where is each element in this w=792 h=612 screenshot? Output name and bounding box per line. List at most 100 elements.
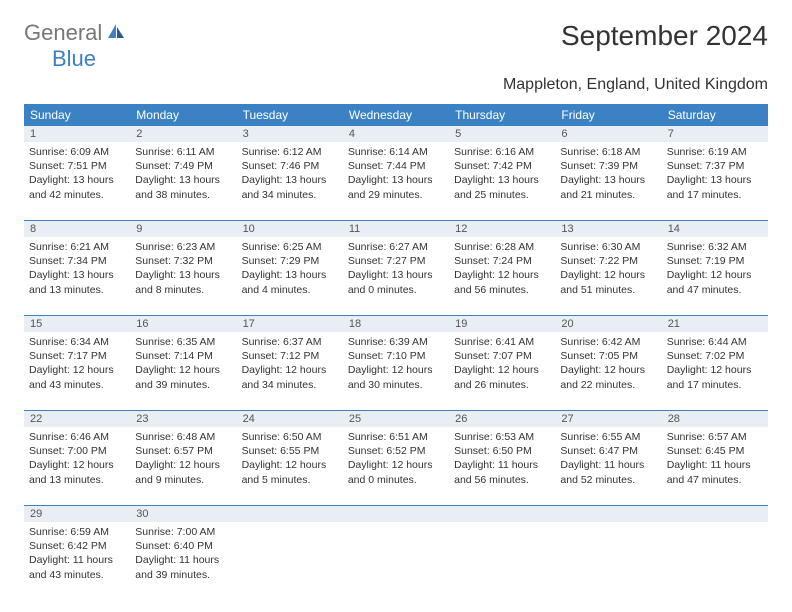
day-content: Sunrise: 6:09 AMSunset: 7:51 PMDaylight:… bbox=[29, 145, 125, 202]
daylight-line: Daylight: 11 hours and 52 minutes. bbox=[560, 458, 656, 486]
day-content: Sunrise: 6:46 AMSunset: 7:00 PMDaylight:… bbox=[29, 430, 125, 487]
daylight-line: Daylight: 12 hours and 5 minutes. bbox=[242, 458, 338, 486]
day-cell bbox=[449, 522, 555, 600]
daylight-line: Daylight: 13 hours and 0 minutes. bbox=[348, 268, 444, 296]
day-cell bbox=[343, 522, 449, 600]
logo-sail-icon bbox=[106, 22, 126, 40]
sunset-line: Sunset: 7:19 PM bbox=[667, 254, 763, 268]
day-content: Sunrise: 6:59 AMSunset: 6:42 PMDaylight:… bbox=[29, 525, 125, 582]
day-cell: Sunrise: 6:28 AMSunset: 7:24 PMDaylight:… bbox=[449, 237, 555, 315]
day-content: Sunrise: 6:44 AMSunset: 7:02 PMDaylight:… bbox=[667, 335, 763, 392]
day-header: Thursday bbox=[449, 104, 555, 126]
daylight-line: Daylight: 12 hours and 22 minutes. bbox=[560, 363, 656, 391]
daylight-line: Daylight: 12 hours and 30 minutes. bbox=[348, 363, 444, 391]
day-content: Sunrise: 6:25 AMSunset: 7:29 PMDaylight:… bbox=[242, 240, 338, 297]
sunrise-line: Sunrise: 6:11 AM bbox=[135, 145, 231, 159]
day-number-row: 1234567 bbox=[24, 126, 768, 142]
day-content: Sunrise: 6:28 AMSunset: 7:24 PMDaylight:… bbox=[454, 240, 550, 297]
day-content: Sunrise: 6:51 AMSunset: 6:52 PMDaylight:… bbox=[348, 430, 444, 487]
sunrise-line: Sunrise: 6:39 AM bbox=[348, 335, 444, 349]
week-row: Sunrise: 6:46 AMSunset: 7:00 PMDaylight:… bbox=[24, 427, 768, 506]
title-block: September 2024 bbox=[561, 20, 768, 52]
day-cell: Sunrise: 6:42 AMSunset: 7:05 PMDaylight:… bbox=[555, 332, 661, 410]
sunset-line: Sunset: 7:39 PM bbox=[560, 159, 656, 173]
day-cell: Sunrise: 6:21 AMSunset: 7:34 PMDaylight:… bbox=[24, 237, 130, 315]
day-cell bbox=[555, 522, 661, 600]
day-header: Wednesday bbox=[343, 104, 449, 126]
logo: General Blue bbox=[24, 20, 126, 72]
day-cell: Sunrise: 6:25 AMSunset: 7:29 PMDaylight:… bbox=[237, 237, 343, 315]
daylight-line: Daylight: 12 hours and 56 minutes. bbox=[454, 268, 550, 296]
day-content: Sunrise: 6:19 AMSunset: 7:37 PMDaylight:… bbox=[667, 145, 763, 202]
weeks-container: 1234567 Sunrise: 6:09 AMSunset: 7:51 PMDa… bbox=[24, 126, 768, 600]
day-header: Monday bbox=[130, 104, 236, 126]
day-cell: Sunrise: 6:12 AMSunset: 7:46 PMDaylight:… bbox=[237, 142, 343, 220]
day-number: 19 bbox=[449, 316, 555, 332]
day-number: 4 bbox=[343, 126, 449, 142]
sunrise-line: Sunrise: 6:44 AM bbox=[667, 335, 763, 349]
sunrise-line: Sunrise: 6:12 AM bbox=[242, 145, 338, 159]
day-headers-row: Sunday Monday Tuesday Wednesday Thursday… bbox=[24, 104, 768, 126]
sunrise-line: Sunrise: 7:00 AM bbox=[135, 525, 231, 539]
day-number bbox=[237, 506, 343, 522]
sunrise-line: Sunrise: 6:34 AM bbox=[29, 335, 125, 349]
day-content: Sunrise: 6:21 AMSunset: 7:34 PMDaylight:… bbox=[29, 240, 125, 297]
day-cell: Sunrise: 6:27 AMSunset: 7:27 PMDaylight:… bbox=[343, 237, 449, 315]
day-cell: Sunrise: 6:32 AMSunset: 7:19 PMDaylight:… bbox=[662, 237, 768, 315]
logo-part2: Blue bbox=[52, 46, 96, 71]
day-content: Sunrise: 6:23 AMSunset: 7:32 PMDaylight:… bbox=[135, 240, 231, 297]
day-number: 28 bbox=[662, 411, 768, 427]
sunrise-line: Sunrise: 6:46 AM bbox=[29, 430, 125, 444]
day-cell: Sunrise: 6:59 AMSunset: 6:42 PMDaylight:… bbox=[24, 522, 130, 600]
day-number: 25 bbox=[343, 411, 449, 427]
sunset-line: Sunset: 7:22 PM bbox=[560, 254, 656, 268]
sunset-line: Sunset: 6:47 PM bbox=[560, 444, 656, 458]
day-cell: Sunrise: 6:16 AMSunset: 7:42 PMDaylight:… bbox=[449, 142, 555, 220]
day-content: Sunrise: 6:48 AMSunset: 6:57 PMDaylight:… bbox=[135, 430, 231, 487]
day-number: 16 bbox=[130, 316, 236, 332]
day-cell: Sunrise: 6:50 AMSunset: 6:55 PMDaylight:… bbox=[237, 427, 343, 505]
day-number: 15 bbox=[24, 316, 130, 332]
daylight-line: Daylight: 12 hours and 51 minutes. bbox=[560, 268, 656, 296]
day-content: Sunrise: 6:37 AMSunset: 7:12 PMDaylight:… bbox=[242, 335, 338, 392]
daylight-line: Daylight: 13 hours and 13 minutes. bbox=[29, 268, 125, 296]
day-number: 24 bbox=[237, 411, 343, 427]
sunset-line: Sunset: 7:10 PM bbox=[348, 349, 444, 363]
daylight-line: Daylight: 13 hours and 21 minutes. bbox=[560, 173, 656, 201]
daylight-line: Daylight: 12 hours and 26 minutes. bbox=[454, 363, 550, 391]
day-content: Sunrise: 6:39 AMSunset: 7:10 PMDaylight:… bbox=[348, 335, 444, 392]
day-cell bbox=[237, 522, 343, 600]
day-header: Saturday bbox=[662, 104, 768, 126]
sunset-line: Sunset: 7:14 PM bbox=[135, 349, 231, 363]
day-content: Sunrise: 6:35 AMSunset: 7:14 PMDaylight:… bbox=[135, 335, 231, 392]
sunset-line: Sunset: 6:52 PM bbox=[348, 444, 444, 458]
day-number: 26 bbox=[449, 411, 555, 427]
sunset-line: Sunset: 6:42 PM bbox=[29, 539, 125, 553]
day-number: 5 bbox=[449, 126, 555, 142]
day-number: 14 bbox=[662, 221, 768, 237]
week-row: Sunrise: 6:09 AMSunset: 7:51 PMDaylight:… bbox=[24, 142, 768, 221]
daylight-line: Daylight: 12 hours and 43 minutes. bbox=[29, 363, 125, 391]
day-content: Sunrise: 6:27 AMSunset: 7:27 PMDaylight:… bbox=[348, 240, 444, 297]
daylight-line: Daylight: 13 hours and 25 minutes. bbox=[454, 173, 550, 201]
daylight-line: Daylight: 13 hours and 38 minutes. bbox=[135, 173, 231, 201]
day-number: 13 bbox=[555, 221, 661, 237]
daylight-line: Daylight: 12 hours and 13 minutes. bbox=[29, 458, 125, 486]
day-number bbox=[662, 506, 768, 522]
sunrise-line: Sunrise: 6:41 AM bbox=[454, 335, 550, 349]
daylight-line: Daylight: 12 hours and 39 minutes. bbox=[135, 363, 231, 391]
sunrise-line: Sunrise: 6:19 AM bbox=[667, 145, 763, 159]
sunset-line: Sunset: 7:42 PM bbox=[454, 159, 550, 173]
day-content: Sunrise: 6:55 AMSunset: 6:47 PMDaylight:… bbox=[560, 430, 656, 487]
sunset-line: Sunset: 7:46 PM bbox=[242, 159, 338, 173]
day-content: Sunrise: 6:41 AMSunset: 7:07 PMDaylight:… bbox=[454, 335, 550, 392]
sunset-line: Sunset: 6:57 PM bbox=[135, 444, 231, 458]
day-number: 6 bbox=[555, 126, 661, 142]
sunrise-line: Sunrise: 6:23 AM bbox=[135, 240, 231, 254]
day-number: 21 bbox=[662, 316, 768, 332]
day-cell: Sunrise: 6:30 AMSunset: 7:22 PMDaylight:… bbox=[555, 237, 661, 315]
sunrise-line: Sunrise: 6:48 AM bbox=[135, 430, 231, 444]
day-cell: Sunrise: 6:39 AMSunset: 7:10 PMDaylight:… bbox=[343, 332, 449, 410]
daylight-line: Daylight: 13 hours and 17 minutes. bbox=[667, 173, 763, 201]
day-cell: Sunrise: 6:37 AMSunset: 7:12 PMDaylight:… bbox=[237, 332, 343, 410]
